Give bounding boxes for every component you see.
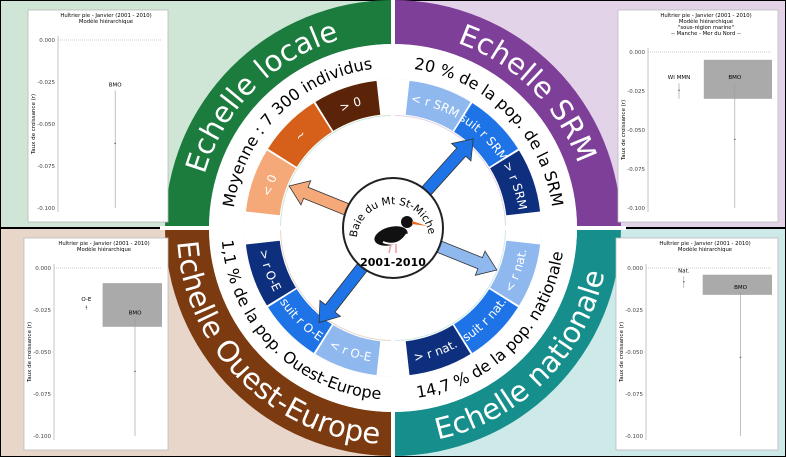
mini-ytick: -0.050 <box>627 128 645 134</box>
mini-series-label: O-E <box>81 297 91 303</box>
segment <box>490 150 541 216</box>
mini-ytick: -0.075 <box>33 392 51 398</box>
mini-point <box>114 142 116 145</box>
mini-ytick: -0.100 <box>37 206 55 212</box>
scale-ring <box>393 0 621 228</box>
mini-series-label: BMO <box>109 82 123 88</box>
mini-panel <box>617 9 779 223</box>
segment <box>245 240 296 306</box>
segment-label-path: < 0 <box>259 173 279 198</box>
mini-title: Modèle hiérarchique <box>77 246 131 253</box>
bird-leg <box>388 243 392 254</box>
segment-label: > 0 <box>338 94 363 114</box>
scale-ring <box>165 0 393 228</box>
mini-ytick: 0.000 <box>35 266 51 272</box>
info-ring <box>209 44 393 228</box>
mini-ytick: 0.000 <box>629 50 645 56</box>
segment <box>245 150 296 216</box>
mini-ytick: -0.050 <box>625 350 643 356</box>
mini-title: -- Manche - Mer du Nord -- <box>671 31 741 37</box>
mini-ytick: -0.025 <box>37 80 55 86</box>
info-ring <box>209 228 393 412</box>
mini-ytick: -0.025 <box>33 308 51 314</box>
mini-ytick: 0.000 <box>627 266 643 272</box>
mini-panel <box>27 9 169 223</box>
mini-ytick: -0.050 <box>33 350 51 356</box>
bird-beak <box>412 221 427 226</box>
scale-ring <box>165 228 393 456</box>
mini-ylabel: Taux de croissance (r) <box>621 100 627 161</box>
mini-bar <box>102 283 162 327</box>
mini-ytick: -0.050 <box>37 122 55 128</box>
segment <box>268 103 332 167</box>
mini-ytick: -0.100 <box>627 206 645 212</box>
mini-series-label: BMO <box>129 310 143 316</box>
mini-title: Huîtrier pie - Janvier (2001 - 2010) <box>60 12 151 19</box>
mini-title: Modèle hiérarchique <box>79 18 133 25</box>
mini-series-label: BMO <box>728 75 742 81</box>
mini-point <box>683 280 685 283</box>
mini-ytick: -0.075 <box>37 164 55 170</box>
mini-title: Huîtrier pie - Janvier (2001 - 2010) <box>58 240 149 247</box>
mini-panel <box>615 237 779 451</box>
segment <box>405 80 471 131</box>
bird-head <box>401 216 413 228</box>
mini-series-label: Nat. <box>678 268 690 274</box>
mini-bar <box>703 59 772 99</box>
segment-label: < 0 <box>259 173 279 198</box>
scale-ring <box>393 228 621 456</box>
segment <box>405 325 471 376</box>
mini-title: Huîtrier pie - Janvier (2001 - 2010) <box>659 240 750 247</box>
arrow <box>431 238 498 276</box>
info-ring <box>393 44 577 228</box>
arrow <box>318 259 371 324</box>
mini-point <box>134 370 136 373</box>
mini-ytick: -0.100 <box>625 434 643 440</box>
mini-title: Modèle hiérarchique <box>678 246 732 253</box>
segment <box>315 325 381 376</box>
segment <box>454 289 518 353</box>
mini-ytick: -0.100 <box>33 434 51 440</box>
mini-bar <box>702 274 772 295</box>
mini-series-label: BMO <box>734 285 748 291</box>
mini-ylabel: Taux de croissance (r) <box>31 94 37 155</box>
arrow <box>418 138 474 200</box>
mini-point <box>739 356 742 359</box>
arrow <box>288 180 355 218</box>
mini-series-label: WI MMN <box>668 75 690 81</box>
segment <box>315 80 381 131</box>
mini-point <box>85 306 88 309</box>
center-period: 2001-2010 <box>360 256 426 269</box>
segment <box>490 240 541 306</box>
segment <box>268 289 332 353</box>
mini-point <box>734 138 736 141</box>
mini-point <box>678 89 680 92</box>
mini-ytick: 0.000 <box>39 38 55 44</box>
info-ring <box>393 228 577 412</box>
segment <box>454 103 518 167</box>
segment-label-path: > 0 <box>338 94 363 114</box>
mini-ylabel: Taux de croissance (r) <box>27 322 33 383</box>
bird-belly <box>382 233 408 245</box>
mini-ytick: -0.075 <box>627 167 645 173</box>
mini-ytick: -0.025 <box>625 308 643 314</box>
mini-panel <box>23 237 169 451</box>
mini-ytick: -0.075 <box>625 392 643 398</box>
mini-title: Modèle hiérarchique <box>679 18 733 25</box>
mini-ytick: -0.025 <box>627 89 645 95</box>
mini-title: Huîtrier pie - Janvier (2001 - 2010) <box>660 12 751 19</box>
mini-title: "sous-région marine" <box>678 24 734 31</box>
mini-ylabel: Taux de croissance (r) <box>619 322 625 383</box>
